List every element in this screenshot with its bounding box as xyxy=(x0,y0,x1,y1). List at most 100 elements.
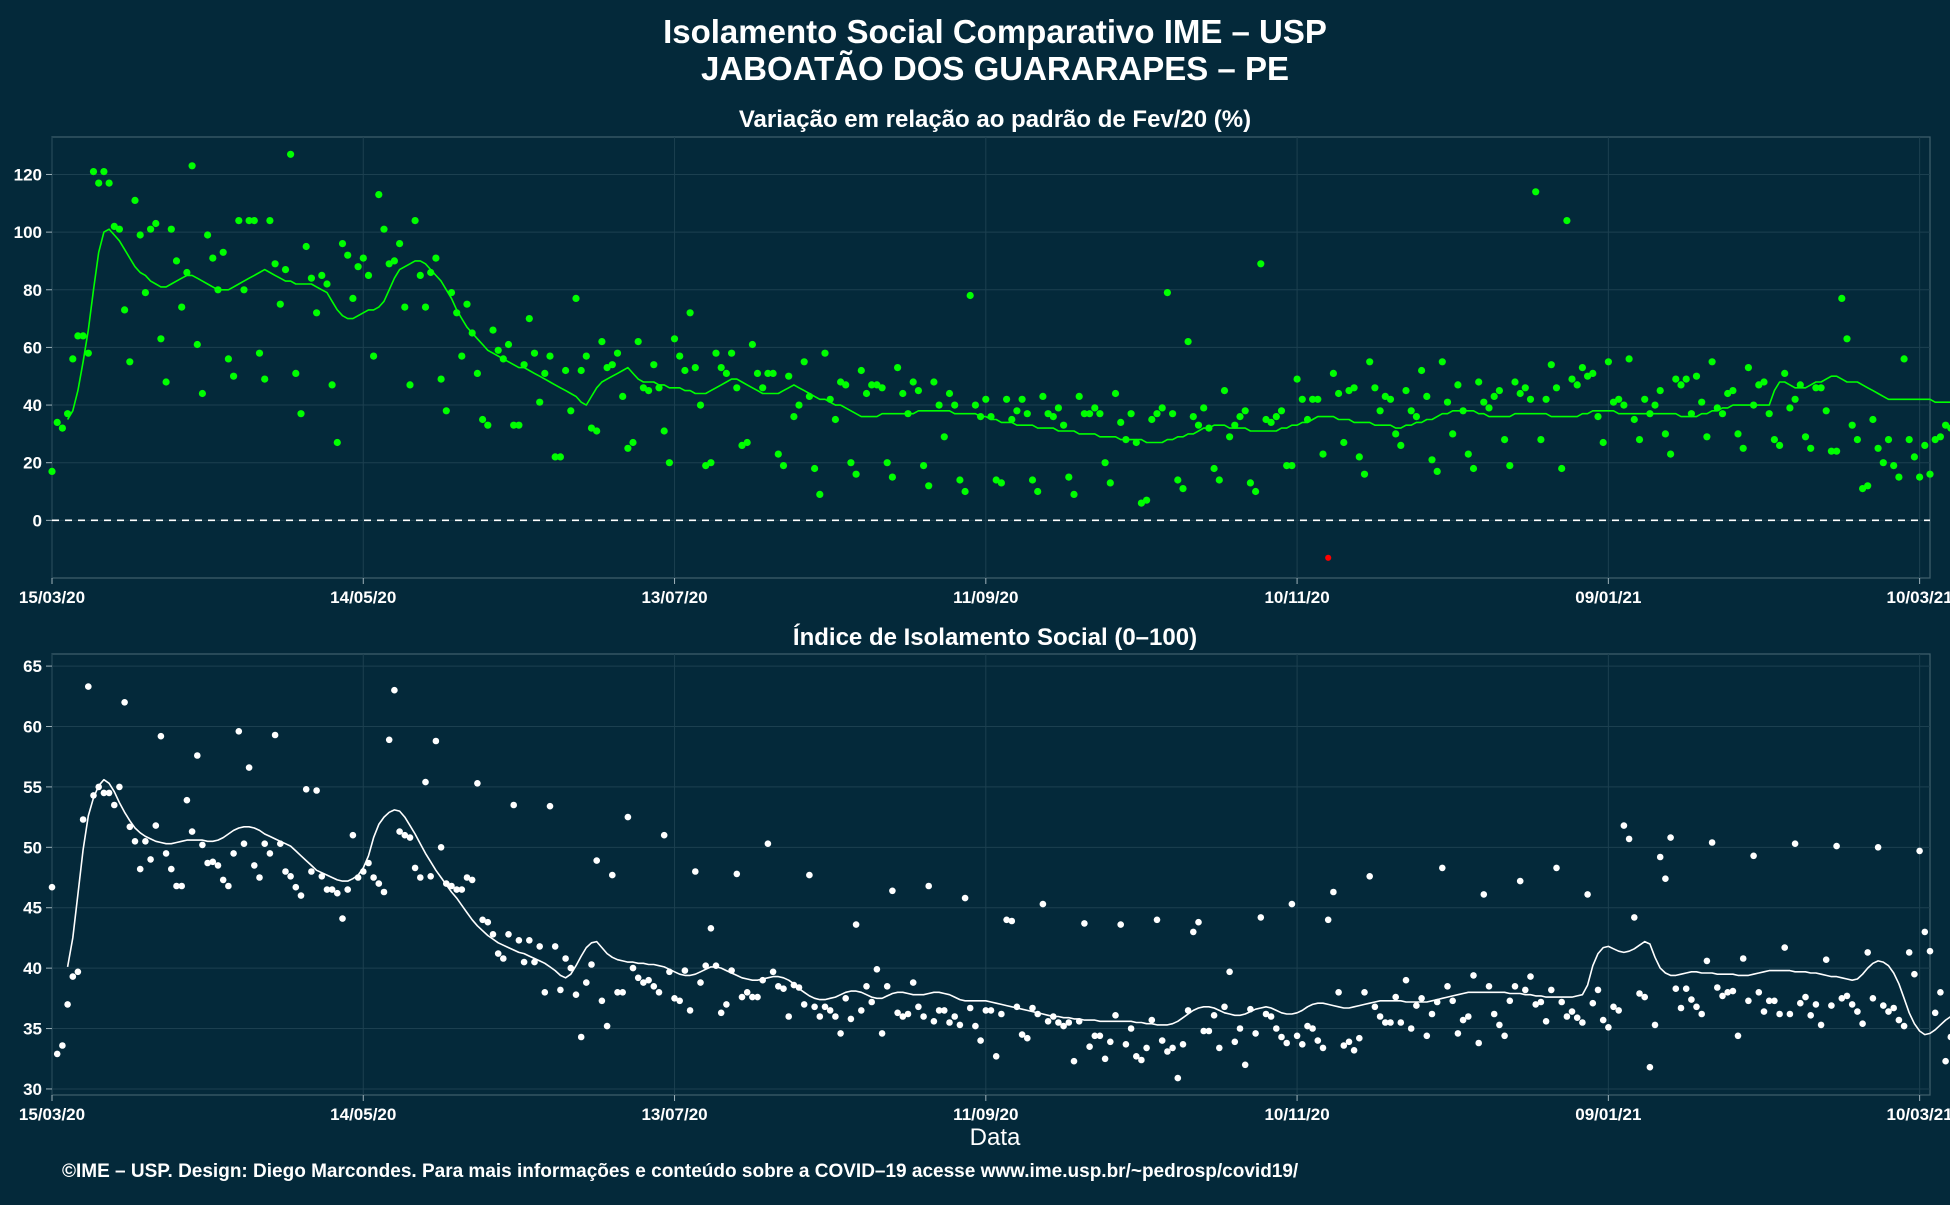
x-tick-label: 13/07/20 xyxy=(641,588,707,607)
data-point xyxy=(1511,378,1518,385)
data-point xyxy=(925,482,932,489)
x-axis-label: Data xyxy=(970,1124,1021,1151)
y-tick-label: 45 xyxy=(23,899,42,918)
data-point xyxy=(957,1022,964,1029)
data-point xyxy=(645,387,652,394)
data-point xyxy=(292,370,299,377)
data-point xyxy=(925,883,932,890)
data-point xyxy=(220,877,227,884)
data-point xyxy=(1216,1045,1223,1052)
data-point xyxy=(1428,456,1435,463)
data-point xyxy=(1906,949,1913,956)
data-point xyxy=(733,384,740,391)
data-point xyxy=(1901,355,1908,362)
data-point xyxy=(894,364,901,371)
data-point xyxy=(1911,971,1918,978)
data-point xyxy=(1273,1025,1280,1032)
data-point xyxy=(489,327,496,334)
data-point xyxy=(1740,445,1747,452)
data-point xyxy=(1455,1030,1462,1037)
data-point xyxy=(1325,917,1332,924)
data-point xyxy=(106,180,113,187)
data-point xyxy=(1558,465,1565,472)
data-point xyxy=(681,367,688,374)
data-point xyxy=(1091,404,1098,411)
data-point xyxy=(132,838,139,845)
data-point xyxy=(1693,373,1700,380)
data-point xyxy=(692,868,699,875)
x-tick-label: 15/03/20 xyxy=(19,1105,85,1124)
data-point xyxy=(1735,1033,1742,1040)
data-point xyxy=(80,816,87,823)
data-point xyxy=(1781,370,1788,377)
data-point xyxy=(1252,1030,1259,1037)
data-point xyxy=(1579,1019,1586,1026)
data-point xyxy=(1579,364,1586,371)
data-point xyxy=(433,738,440,745)
data-point xyxy=(853,921,860,928)
data-point xyxy=(1418,995,1425,1002)
data-point xyxy=(811,465,818,472)
data-point xyxy=(1641,994,1648,1001)
data-point xyxy=(100,168,107,175)
data-point xyxy=(842,995,849,1002)
data-point xyxy=(1314,396,1321,403)
data-point xyxy=(1895,474,1902,481)
data-point xyxy=(1465,1013,1472,1020)
data-point xyxy=(1683,985,1690,992)
data-point xyxy=(1413,1002,1420,1009)
data-point xyxy=(816,491,823,498)
data-point xyxy=(313,309,320,316)
data-point xyxy=(1802,433,1809,440)
y-tick-label: 80 xyxy=(23,281,42,300)
data-point xyxy=(552,943,559,950)
data-point xyxy=(599,998,606,1005)
data-point xyxy=(977,1037,984,1044)
data-point xyxy=(95,180,102,187)
data-point xyxy=(1730,988,1737,995)
data-point xyxy=(1221,387,1228,394)
y-tick-label: 65 xyxy=(23,657,42,676)
data-point xyxy=(417,874,424,881)
data-point xyxy=(1911,453,1918,460)
data-point xyxy=(1236,413,1243,420)
data-point xyxy=(381,889,388,896)
data-point xyxy=(1429,1011,1436,1018)
data-point xyxy=(666,459,673,466)
y-tick-label: 60 xyxy=(23,338,42,357)
data-point xyxy=(915,1004,922,1011)
data-point xyxy=(1496,1022,1503,1029)
data-point xyxy=(1926,471,1933,478)
data-point xyxy=(1153,410,1160,417)
data-point xyxy=(1294,376,1301,383)
data-point xyxy=(951,402,958,409)
x-tick-label: 10/03/21 xyxy=(1887,1105,1950,1124)
data-point xyxy=(412,217,419,224)
data-point xyxy=(204,231,211,238)
data-point xyxy=(526,937,533,944)
data-point xyxy=(858,1007,865,1014)
data-point xyxy=(1309,1025,1316,1032)
data-point xyxy=(1792,396,1799,403)
data-point xyxy=(1828,1002,1835,1009)
data-point xyxy=(1112,1012,1119,1019)
data-point xyxy=(998,479,1005,486)
footer-credit: ©IME – USP. Design: Diego Marcondes. Par… xyxy=(62,1161,1299,1182)
data-point xyxy=(630,965,637,972)
data-point xyxy=(858,367,865,374)
data-point xyxy=(1019,396,1026,403)
data-point xyxy=(1673,985,1680,992)
data-point xyxy=(1631,914,1638,921)
data-point xyxy=(1444,983,1451,990)
data-point xyxy=(1340,439,1347,446)
data-point xyxy=(323,280,330,287)
data-point xyxy=(370,874,377,881)
data-point xyxy=(588,961,595,968)
data-point xyxy=(1937,433,1944,440)
data-point xyxy=(1543,1018,1550,1025)
data-point xyxy=(1501,436,1508,443)
data-point xyxy=(1009,918,1016,925)
data-point xyxy=(827,1007,834,1014)
data-point xyxy=(863,390,870,397)
